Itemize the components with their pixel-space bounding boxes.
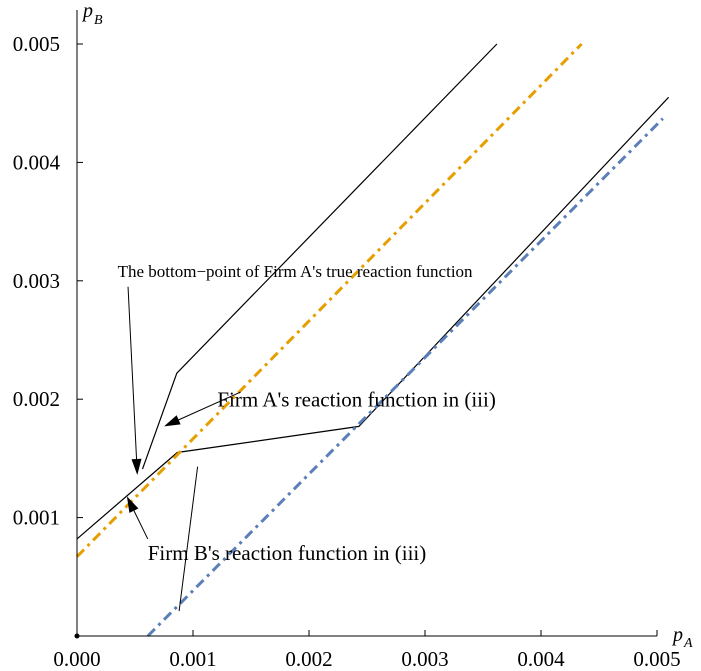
annotation-arrow-shaft: [133, 510, 149, 540]
series-line-1: [141, 43, 498, 470]
series-line-2: [76, 96, 670, 540]
annotation-arrow-head: [164, 415, 181, 427]
x-tick-label: 0.005: [633, 647, 680, 671]
annotation-label: The bottom−point of Firm A's true reacti…: [118, 262, 473, 281]
annotation-arrow-head: [126, 496, 139, 513]
series-line-4: [146, 117, 664, 638]
x-tick-label: 0.003: [401, 647, 448, 671]
annotation: The bottom−point of Firm A's true reacti…: [118, 262, 473, 475]
annotation-arrow-shaft: [127, 286, 138, 460]
x-tick-label: 0.004: [517, 647, 565, 671]
y-tick-label: 0.001: [13, 506, 60, 530]
y-tick-label: 0.004: [13, 150, 61, 174]
annotation-line: [178, 466, 199, 612]
x-axis-label: p A: [671, 624, 693, 651]
y-axis-label: p B: [81, 0, 103, 28]
annotation-arrow-shaft: [178, 391, 241, 421]
annotation-layer: The bottom−point of Firm A's true reacti…: [118, 262, 496, 612]
y-axis-label-main: p: [81, 0, 93, 22]
y-tick-label: 0.005: [13, 32, 60, 56]
annotation: Firm B's reaction function in (iii): [126, 496, 427, 565]
x-tick-label: 0.002: [285, 647, 332, 671]
x-axis-label-sub: A: [683, 636, 693, 651]
tick-layer: 0.000 0.001 0.002 0.003 0.004 0.005 0.001 0.002…: [13, 32, 681, 671]
y-tick-label: 0.002: [13, 387, 60, 411]
series-line-3: [75, 42, 583, 558]
annotation: Firm A's reaction function in (iii): [164, 387, 496, 427]
x-tick-label: 0.001: [169, 647, 216, 671]
annotation-label: Firm A's reaction function in (iii): [217, 387, 496, 411]
x-tick-label: 0.000: [53, 647, 100, 671]
x-axis-label-main: p: [671, 624, 683, 646]
series-layer: [75, 42, 670, 638]
y-axis-label-sub: B: [94, 13, 103, 28]
annotation-arrow-head: [131, 458, 142, 475]
y-tick-label: 0.003: [13, 269, 60, 293]
annotation-label: Firm B's reaction function in (iii): [148, 541, 427, 565]
